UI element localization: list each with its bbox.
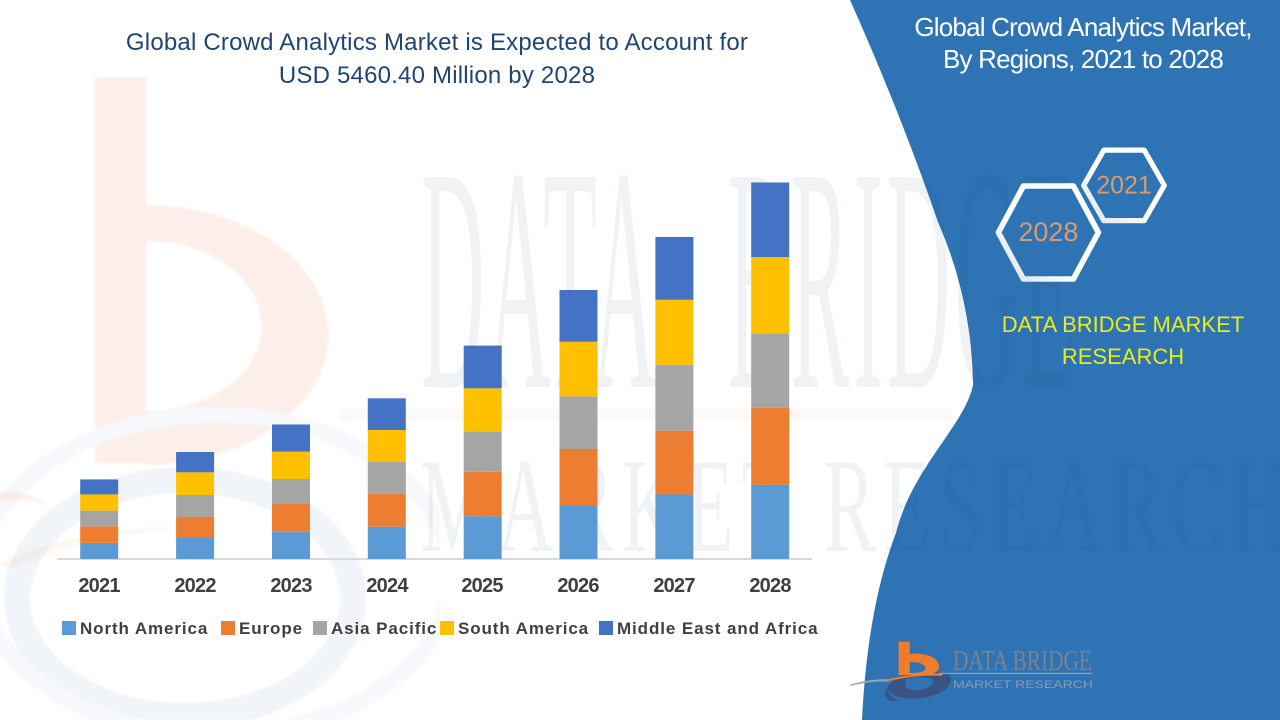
svg-text:DATA BRIDGE: DATA BRIDGE (953, 645, 1092, 677)
svg-text:2028: 2028 (1018, 217, 1078, 247)
svg-text:MARKET RESEARCH: MARKET RESEARCH (953, 679, 1093, 691)
svg-text:2021: 2021 (1096, 172, 1152, 200)
svg-text:DATA: DATA (421, 102, 659, 457)
